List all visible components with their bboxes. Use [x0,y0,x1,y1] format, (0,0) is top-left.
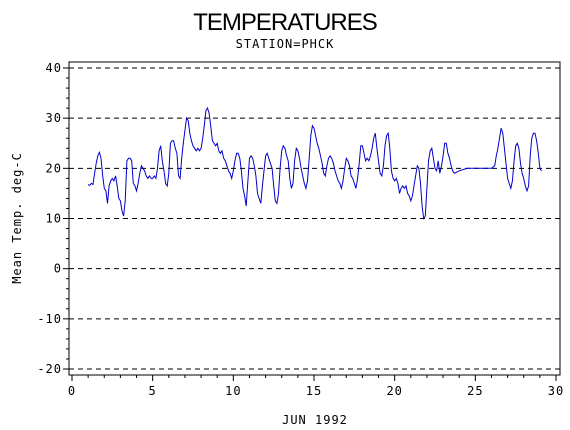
y-tick-label: 40 [46,61,62,75]
grid-lines [69,67,560,370]
x-axis-label: JUN 1992 [282,413,348,427]
y-tick-label: 20 [46,161,62,175]
x-tick-label: 5 [149,384,157,398]
x-tick-label: 30 [548,384,564,398]
x-axis-ticks: 0 5 10 15 20 25 30 [68,375,564,398]
x-tick-label: 10 [225,384,241,398]
x-tick-label: 15 [306,384,322,398]
y-axis-label: Mean Temp. deg-C [10,152,24,284]
plot-frame [68,61,561,376]
y-tick-label: 0 [54,262,62,276]
x-tick-label: 25 [467,384,483,398]
series-line-temperature [87,106,542,220]
x-tick-label: 20 [386,384,402,398]
y-axis-ticks: -20 -10 0 10 20 30 40 [37,61,69,376]
y-tick-label: -20 [37,362,62,376]
x-tick-label: 0 [68,384,76,398]
y-tick-label: -10 [37,312,62,326]
y-tick-label: 10 [46,212,62,226]
chart-title: TEMPERATURES [193,9,377,36]
y-tick-label: 30 [46,111,62,125]
chart-subtitle: STATION=PHCK [236,37,335,51]
